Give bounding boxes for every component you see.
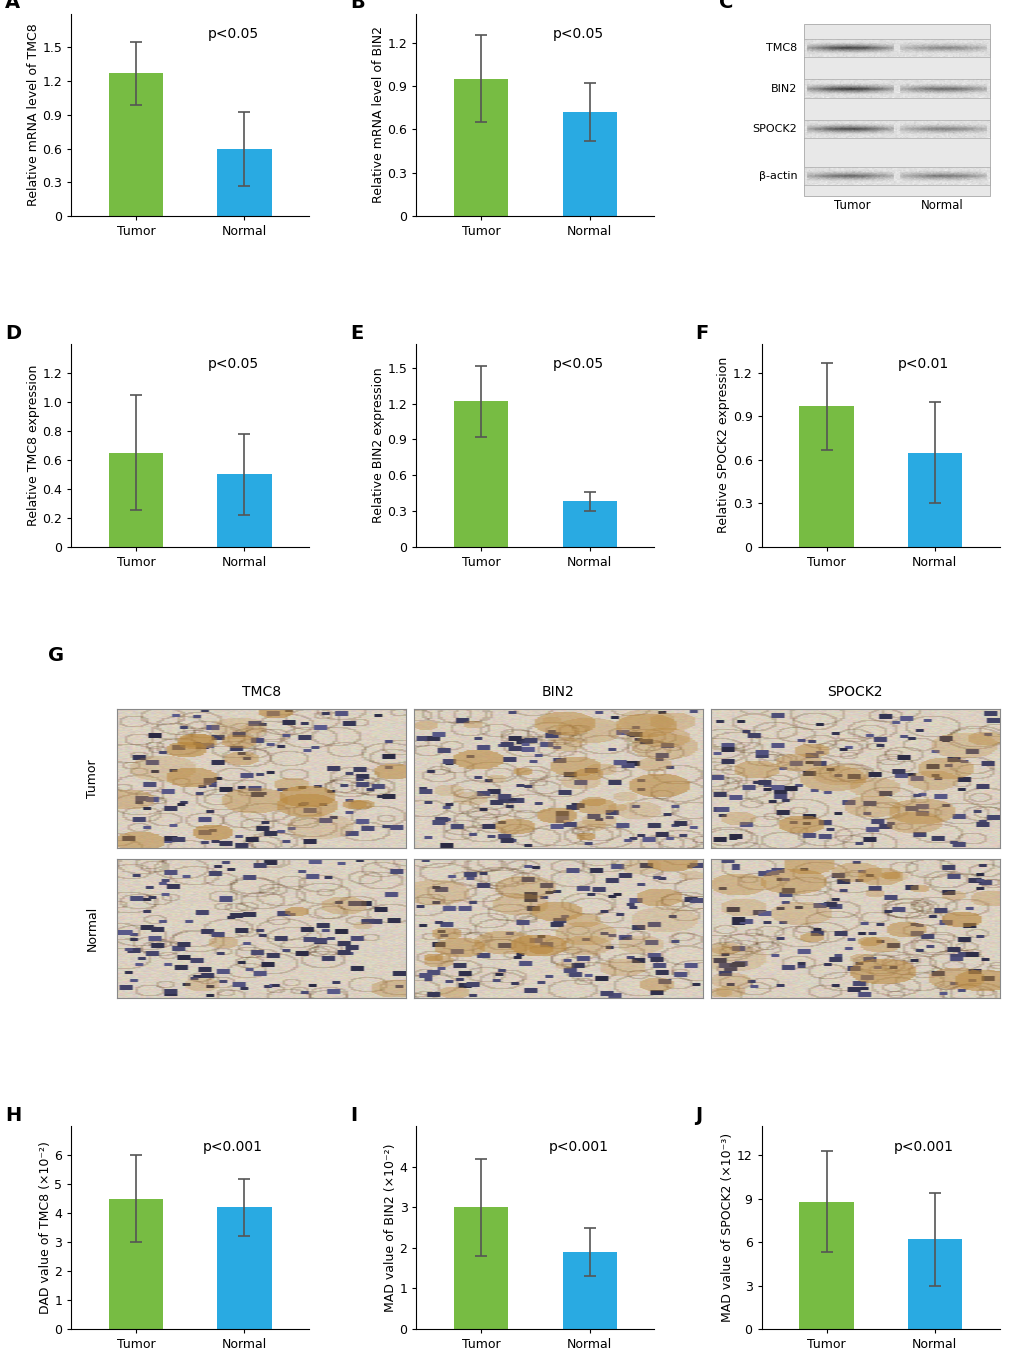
Y-axis label: Relative SPOCK2 expression: Relative SPOCK2 expression [716,358,730,533]
Bar [453,78,507,216]
Text: E: E [350,323,363,342]
Text: F: F [694,323,707,342]
Bar [217,1207,271,1329]
Text: G: G [48,645,64,664]
FancyBboxPatch shape [804,23,989,196]
Bar [907,452,961,547]
Bar [562,1252,616,1329]
Y-axis label: Relative TMC8 expression: Relative TMC8 expression [26,364,40,526]
Text: p<0.05: p<0.05 [208,27,259,41]
Text: I: I [350,1106,357,1125]
Text: SPOCK2: SPOCK2 [826,685,882,699]
Text: BIN2: BIN2 [541,685,575,699]
Text: Normal: Normal [920,200,963,212]
Bar [453,401,507,547]
Text: Tumor: Tumor [833,200,869,212]
Text: p<0.05: p<0.05 [552,27,603,41]
Y-axis label: DAD value of TMC8 (×10⁻²): DAD value of TMC8 (×10⁻²) [39,1141,52,1314]
Bar [799,1201,853,1329]
Bar [217,474,271,547]
Text: D: D [5,323,20,342]
Bar [109,74,163,216]
Bar [217,148,271,216]
Text: C: C [718,0,733,12]
Text: TMC8: TMC8 [765,42,797,53]
Text: J: J [694,1106,701,1125]
Bar [562,501,616,547]
Text: TMC8: TMC8 [242,685,281,699]
Text: Tumor: Tumor [86,759,99,797]
Bar [109,1199,163,1329]
Y-axis label: MAD value of SPOCK2 (×10⁻³): MAD value of SPOCK2 (×10⁻³) [720,1133,734,1322]
Bar [562,112,616,216]
Text: B: B [350,0,364,12]
Text: p<0.001: p<0.001 [893,1140,953,1154]
Text: BIN2: BIN2 [770,84,797,93]
Bar [453,1207,507,1329]
Text: Normal: Normal [86,906,99,951]
Text: p<0.05: p<0.05 [552,358,603,371]
Text: p<0.01: p<0.01 [897,358,948,371]
Text: β-actin: β-actin [758,171,797,181]
Bar [907,1240,961,1329]
Bar [109,452,163,547]
Text: p<0.001: p<0.001 [203,1140,263,1154]
Text: p<0.05: p<0.05 [208,358,259,371]
Text: A: A [5,0,19,12]
Text: H: H [5,1106,21,1125]
Bar [799,407,853,547]
Y-axis label: Relative mRNA level of TMC8: Relative mRNA level of TMC8 [26,23,40,207]
Text: p<0.001: p<0.001 [548,1140,607,1154]
Y-axis label: MAD value of BIN2 (×10⁻²): MAD value of BIN2 (×10⁻²) [383,1144,396,1312]
Text: SPOCK2: SPOCK2 [752,125,797,134]
Y-axis label: Relative mRNA level of BIN2: Relative mRNA level of BIN2 [372,26,384,203]
Y-axis label: Relative BIN2 expression: Relative BIN2 expression [372,367,384,523]
